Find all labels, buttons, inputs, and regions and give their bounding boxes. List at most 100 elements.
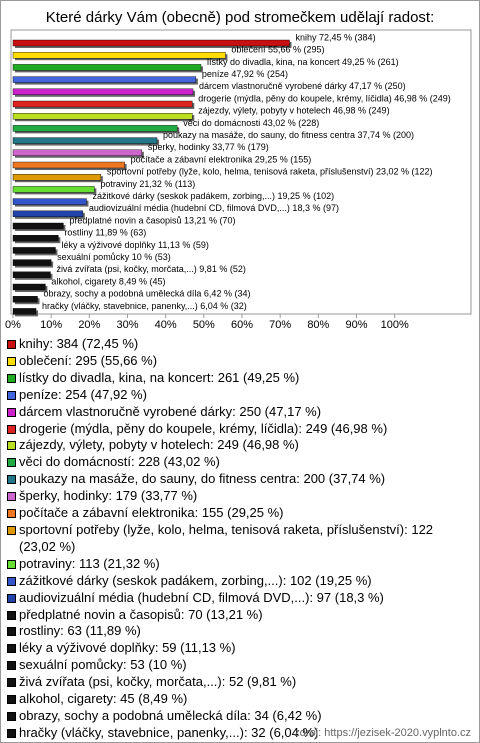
- bar: [12, 198, 87, 205]
- legend-label: předplatné novin a časopisů: 70 (13,21 %…: [19, 606, 263, 622]
- bar: [12, 88, 194, 96]
- x-tick-label: 10%: [40, 319, 62, 331]
- legend-entry: živá zvířata (psi, kočky, morčata,...): …: [7, 674, 473, 691]
- legend-swatch: [7, 661, 16, 671]
- bar: [12, 112, 193, 120]
- legend-entry: dárcem vlastnoručně vyrobené dárky: 250 …: [7, 404, 473, 421]
- legend-entry: alkohol, cigarety: 45 (8,49 %): [7, 691, 473, 708]
- legend-entry: počítače a zábavní elektronika: 155 (29,…: [7, 505, 473, 522]
- legend: knihy: 384 (72,45 %) oblečení: 295 (55,66…: [7, 336, 473, 742]
- bar: [12, 64, 202, 71]
- legend-entry: věci do domácností: 228 (43,02 %): [7, 454, 473, 471]
- legend-swatch: [7, 407, 16, 417]
- value-label: živá zvířata (psi, kočky, morčata,...) 9…: [56, 264, 245, 274]
- legend-swatch: [7, 390, 16, 400]
- legend-label: sexuální pomůcky: 53 (10 %): [19, 657, 187, 673]
- bar: [12, 125, 178, 132]
- legend-swatch: [7, 340, 16, 349]
- bar: [12, 39, 290, 47]
- x-tick-label: 90%: [345, 319, 367, 331]
- bar: [12, 149, 143, 157]
- plot: Které dárky Vám (obecně) pod stromečkem …: [5, 9, 472, 331]
- bar: [12, 161, 125, 169]
- legend-swatch: [7, 373, 16, 383]
- value-label: lístky do divadla, kina, na koncert 49,2…: [207, 57, 399, 67]
- legend-label: audiovizuální média (hudební CD, filmová…: [19, 589, 384, 605]
- source: zdroj: https://jezisek-2020.vyplnto.cz: [294, 727, 471, 739]
- legend-label: drogerie (mýdla, pěny do koupele, krémy,…: [19, 420, 388, 436]
- x-tick-label: 100%: [381, 319, 409, 331]
- legend-swatch: [7, 627, 16, 637]
- x-tick-label: 30%: [116, 319, 138, 331]
- value-label: knihy 72,45 % (384): [296, 32, 376, 42]
- value-label: sportovní potřeby (lyže, kolo, helma, te…: [107, 167, 433, 177]
- bar: [12, 247, 56, 254]
- bar: [12, 259, 52, 266]
- value-label: alkohol, cigarety 8,49 % (45): [51, 276, 165, 286]
- x-tick-label: 0%: [5, 319, 21, 331]
- bar: [12, 234, 59, 242]
- bar: [12, 308, 37, 315]
- x-tick-label: 40%: [155, 319, 177, 331]
- legend-entry: knihy: 384 (72,45 %): [7, 336, 473, 353]
- value-label: léky a výživové doplňky 11,13 % (59): [61, 240, 208, 250]
- legend-swatch: [7, 695, 16, 705]
- legend-label: peníze: 254 (47,92 %): [19, 386, 147, 402]
- legend-label: dárcem vlastnoručně vyrobené dárky: 250 …: [19, 403, 322, 419]
- legend-swatch: [7, 356, 16, 366]
- legend-swatch: [7, 728, 16, 738]
- value-label: obrazy, sochy a podobná umělecká díla 6,…: [44, 289, 251, 299]
- legend-swatch: [7, 441, 16, 451]
- legend-label: věci do domácností: 228 (43,02 %): [19, 454, 220, 470]
- legend-entry: předplatné novin a časopisů: 70 (13,21 %…: [7, 607, 473, 624]
- legend-swatch: [7, 475, 16, 485]
- bar: [12, 173, 102, 181]
- x-tick-label: 20%: [78, 319, 100, 331]
- legend-label: knihy: 384 (72,45 %): [19, 336, 139, 351]
- legend-label: potraviny: 113 (21,32 %): [19, 555, 160, 571]
- legend-swatch: [7, 678, 16, 688]
- bar: [12, 76, 197, 83]
- chart-title: Které dárky Vám (obecně) pod stromečkem …: [46, 9, 435, 26]
- legend-swatch: [7, 559, 16, 569]
- bar: [12, 283, 46, 291]
- value-label: potraviny 21,32 % (113): [100, 179, 195, 189]
- value-label: hračky (vláčky, stavebnice, panenky,...)…: [42, 301, 247, 311]
- legend-entry: rostliny: 63 (11,89 %): [7, 623, 473, 640]
- legend-label: alkohol, cigarety: 45 (8,49 %): [19, 691, 188, 707]
- legend-entry: drogerie (mýdla, pěny do koupele, krémy,…: [7, 421, 473, 438]
- legend-entry: obrazy, sochy a podobná umělecká díla: 3…: [7, 708, 473, 725]
- legend-entry: sportovní potřeby (lyže, kolo, helma, te…: [7, 522, 473, 556]
- legend-swatch: [7, 492, 16, 502]
- bar: [12, 100, 193, 108]
- x-tick-label: 70%: [269, 319, 291, 331]
- legend-label: sportovní potřeby (lyže, kolo, helma, te…: [19, 521, 434, 554]
- legend-swatch: [7, 610, 16, 620]
- legend-swatch: [7, 593, 16, 603]
- legend-entry: zážitkové dárky (seskok padákem, zorbing…: [7, 573, 473, 590]
- legend-entry: audiovizuální média (hudební CD, filmová…: [7, 590, 473, 607]
- legend-swatch: [7, 576, 16, 586]
- legend-entry: šperky, hodinky: 179 (33,77 %): [7, 488, 473, 505]
- legend-label: rostliny: 63 (11,89 %): [19, 623, 141, 639]
- x-tick-label: 50%: [193, 319, 215, 331]
- legend-entry: oblečení: 295 (55,66 %): [7, 353, 473, 370]
- value-label: poukazy na masáže, do sauny, do fitness …: [163, 130, 414, 140]
- legend-swatch: [7, 525, 16, 535]
- bar: [12, 137, 158, 144]
- value-label: sexuální pomůcky 10 % (53): [57, 252, 171, 262]
- legend-label: šperky, hodinky: 179 (33,77 %): [19, 488, 198, 504]
- legend-swatch: [7, 644, 16, 654]
- bar: [12, 296, 38, 303]
- legend-swatch: [7, 711, 16, 721]
- value-label: audiovizuální média (hudební CD, filmová…: [89, 203, 339, 213]
- legend-label: lístky do divadla, kina, na koncert: 261…: [19, 369, 300, 385]
- value-label: předplatné novin a časopisů 13,21 % (70): [69, 215, 235, 225]
- value-label: oblečení 55,66 % (295): [231, 45, 324, 55]
- legend-label: poukazy na masáže, do sauny, do fitness …: [19, 471, 386, 487]
- legend-label: počítače a zábavní elektronika: 155 (29,…: [19, 505, 284, 521]
- value-label: dárcem vlastnoručně vyrobené dárky 47,17…: [199, 81, 406, 91]
- legend-entry: poukazy na masáže, do sauny, do fitness …: [7, 471, 473, 488]
- bar: [12, 222, 64, 230]
